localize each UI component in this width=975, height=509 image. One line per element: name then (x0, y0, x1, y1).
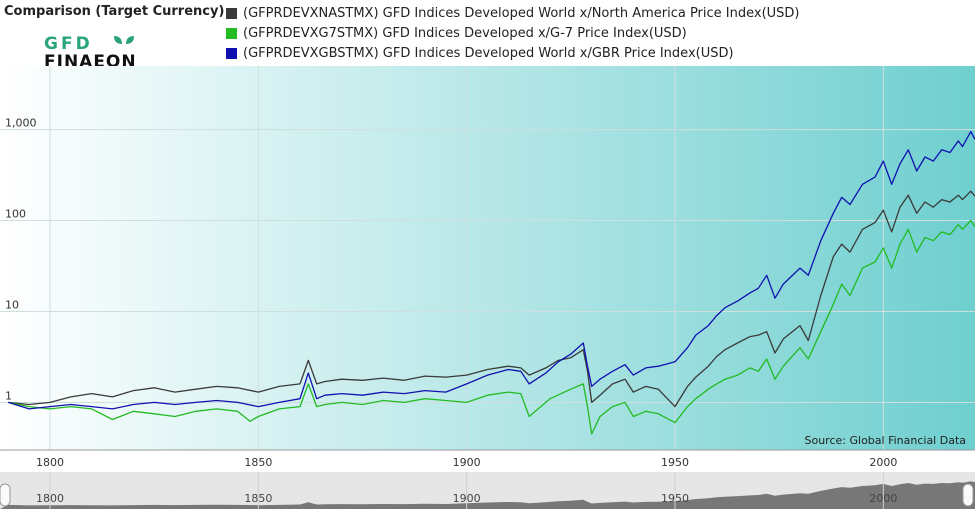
navigator-tick-label: 1850 (244, 492, 272, 505)
x-tick-label: 1850 (244, 456, 272, 469)
y-tick-label: 10 (5, 298, 19, 311)
chart-header: Comparison (Target Currency) (GFPRDEVXNA… (0, 0, 975, 70)
legend-label-g7: (GFPRDEVXG7STMX) GFD Indices Developed x… (243, 25, 687, 41)
series-group (8, 130, 975, 435)
price-index-chart[interactable]: 1800 1850 1900 1950 2000 1 10 100 1,000 Source:… (0, 66, 975, 509)
logo-text-top: GFD (44, 34, 93, 54)
grid (0, 66, 975, 450)
navigator-tick-label: 1950 (661, 492, 689, 505)
x-tick-label: 1800 (36, 456, 64, 469)
y-tick-label: 1,000 (5, 117, 37, 130)
leaf-icon (126, 36, 134, 44)
series-line-nast (8, 190, 975, 408)
x-tick-label: 1900 (453, 456, 481, 469)
legend-swatch-gbs (226, 47, 237, 59)
x-tick-label: 2000 (869, 456, 897, 469)
source-label: Source: Global Financial Data (805, 434, 967, 447)
legend-label-nast: (GFPRDEVXNASTMX) GFD Indices Developed W… (243, 5, 800, 21)
navigator-minichart (0, 481, 975, 509)
y-tick-label: 100 (5, 208, 26, 221)
gfd-finaeon-logo: GFD FINAEON (44, 34, 137, 70)
navigator[interactable]: 1800 1850 1900 1950 2000 (0, 472, 975, 509)
series-line-g7 (8, 219, 975, 435)
legend-item-gbs[interactable]: (GFPRDEVXGBSTMX) GFD Indices Developed W… (226, 43, 800, 63)
chart-label: Comparison (Target Currency) (4, 4, 225, 19)
legend: (GFPRDEVXNASTMX) GFD Indices Developed W… (226, 3, 800, 63)
plot-background (0, 66, 975, 450)
navigator-tick-label: 1800 (36, 492, 64, 505)
y-axis: 1 10 100 1,000 (5, 117, 37, 403)
series-line-gbs (8, 130, 975, 410)
logo-text-bottom: FINAEON (44, 52, 137, 70)
legend-swatch-g7 (226, 27, 237, 39)
legend-item-nast[interactable]: (GFPRDEVXNASTMX) GFD Indices Developed W… (226, 3, 800, 23)
navigator-tick-label: 1900 (453, 492, 481, 505)
x-tick-label: 1950 (661, 456, 689, 469)
navigator-tick-label: 2000 (869, 492, 897, 505)
legend-label-gbs: (GFPRDEVXGBSTMX) GFD Indices Developed W… (243, 45, 734, 61)
y-tick-label: 1 (5, 389, 12, 402)
navigator-handle-left[interactable] (0, 483, 11, 507)
x-axis: 1800 1850 1900 1950 2000 (0, 449, 975, 469)
navigator-handle-right[interactable] (962, 483, 974, 507)
legend-item-g7[interactable]: (GFPRDEVXG7STMX) GFD Indices Developed x… (226, 23, 800, 43)
navigator-ticks: 1800 1850 1900 1950 2000 (36, 472, 897, 509)
leaf-icon (114, 36, 122, 44)
legend-swatch-nast (226, 7, 237, 19)
